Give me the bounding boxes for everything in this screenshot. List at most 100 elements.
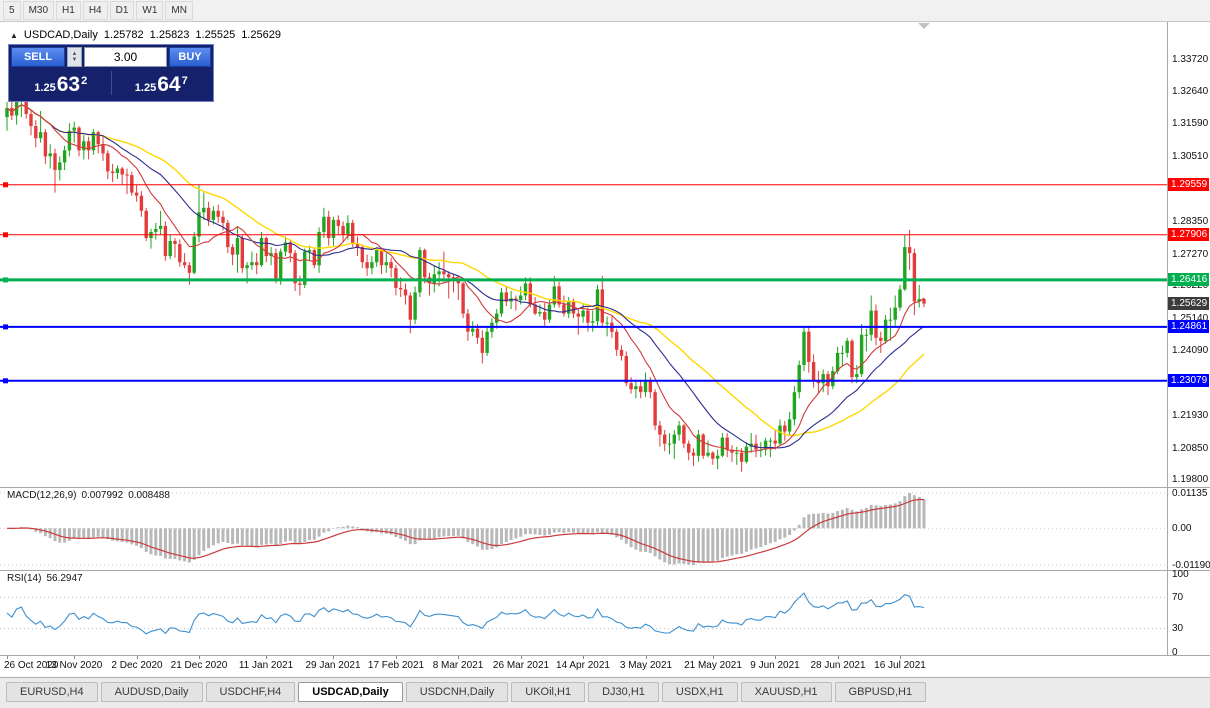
date-tick — [396, 656, 397, 659]
chart-tab-usdx-h1[interactable]: USDX,H1 — [661, 682, 738, 702]
rsi-axis-label: 30 — [1172, 623, 1184, 635]
sell-price-pipette: 2 — [81, 75, 88, 87]
price-axis-label: 1.25140 — [1172, 312, 1209, 324]
macd-axis-label: -0.01190 — [1172, 559, 1210, 571]
chart-tab-xauusd-h1[interactable]: XAUUSD,H1 — [740, 682, 832, 702]
macd-axis-label: 0.00 — [1172, 522, 1192, 534]
sell-button[interactable]: SELL — [11, 47, 65, 67]
timeframe-button-h1[interactable]: H1 — [56, 1, 81, 20]
price-axis-label: 1.27270 — [1172, 248, 1209, 260]
date-axis-label: 14 Apr 2021 — [556, 660, 610, 671]
date-tick — [199, 656, 200, 659]
volume-input[interactable]: 3.00 — [84, 47, 167, 67]
price-divider — [110, 71, 112, 95]
date-tick — [137, 656, 138, 659]
spinner-down-icon[interactable]: ▼ — [71, 57, 78, 63]
date-tick — [266, 656, 267, 659]
price-line-tag: 1.27906 — [1168, 228, 1209, 242]
timeframe-button-m30[interactable]: M30 — [22, 1, 55, 20]
date-axis-label: 21 Dec 2020 — [170, 660, 228, 671]
date-tick — [74, 656, 75, 659]
date-axis-label: 11 Jan 2021 — [238, 660, 294, 671]
chart-tab-gbpusd-h1[interactable]: GBPUSD,H1 — [834, 682, 927, 702]
sell-price-main: 63 — [56, 73, 81, 96]
spinner-up-icon[interactable]: ▲ — [71, 51, 78, 57]
one-click-collapse-icon[interactable]: ▲ — [10, 30, 18, 40]
timeframe-button-w1[interactable]: W1 — [136, 1, 164, 20]
macd-signal-value: 0.008488 — [128, 490, 170, 501]
chart-tab-usdcnh-daily[interactable]: USDCNH,Daily — [405, 682, 509, 702]
chart-ohlc-header: ▲ USDCAD,Daily 1.25782 1.25823 1.25525 1… — [10, 29, 281, 41]
date-axis-label: 26 Oct 2020 — [4, 660, 59, 671]
sell-price-display: 1.25 63 2 — [11, 73, 111, 96]
macd-name: MACD(12,26,9) — [7, 490, 77, 501]
timeframe-button-5[interactable]: 5 — [3, 1, 21, 20]
chart-tab-audusd-daily[interactable]: AUDUSD,Daily — [100, 682, 203, 702]
date-tick — [521, 656, 522, 659]
date-axis-label: 9 Jun 2021 — [750, 660, 800, 671]
rsi-value: 56.2947 — [46, 573, 83, 584]
one-click-trading-panel: SELL ▲ ▼ 3.00 BUY 1.25 63 2 1.25 64 7 — [8, 44, 214, 102]
ohlc-open: 1.25782 — [103, 29, 144, 41]
price-line-tag: 1.29559 — [1168, 178, 1209, 192]
date-axis-label: 8 Mar 2021 — [432, 660, 484, 671]
main-price-chart[interactable] — [0, 22, 1167, 487]
rsi-panel-splitter[interactable] — [0, 570, 1210, 571]
price-line-tag: 1.24861 — [1168, 320, 1209, 334]
date-tick — [458, 656, 459, 659]
date-axis-label: 16 Jul 2021 — [874, 660, 926, 671]
chart-tab-usdchf-h4[interactable]: USDCHF,H4 — [205, 682, 296, 702]
date-tick — [900, 656, 901, 659]
chart-symbol-period: USDCAD,Daily — [23, 29, 98, 41]
buy-price-display: 1.25 64 7 — [112, 73, 212, 96]
chart-tab-eurusd-h4[interactable]: EURUSD,H4 — [6, 682, 98, 702]
volume-spinner[interactable]: ▲ ▼ — [67, 47, 82, 67]
date-axis-label: 28 Jun 2021 — [810, 660, 866, 671]
price-line-tag: 1.26416 — [1168, 273, 1209, 287]
current-price-tag: 1.25629 — [1168, 297, 1209, 311]
buy-button[interactable]: BUY — [169, 47, 211, 67]
date-tick — [583, 656, 584, 659]
date-axis-label: 26 Mar 2021 — [492, 660, 550, 671]
price-axis[interactable]: 1.33720 1.32640 1.31590 1.30510 1.28350 1.272… — [1167, 0, 1210, 708]
macd-panel-splitter[interactable] — [0, 487, 1210, 488]
timeframe-button-mn[interactable]: MN — [165, 1, 193, 20]
chart-tab-dj30-h1[interactable]: DJ30,H1 — [588, 682, 659, 702]
price-axis-label: 1.32640 — [1172, 86, 1209, 98]
date-axis-label: 29 Jan 2021 — [305, 660, 361, 671]
macd-indicator-label: MACD(12,26,9) 0.007992 0.008488 — [7, 490, 170, 501]
ohlc-high: 1.25823 — [149, 29, 190, 41]
ohlc-low: 1.25525 — [195, 29, 236, 41]
ohlc-close: 1.25629 — [241, 29, 281, 41]
macd-panel[interactable] — [0, 488, 1167, 570]
timeframe-button-d1[interactable]: D1 — [109, 1, 135, 20]
date-axis[interactable]: 26 Oct 2020 13 Nov 2020 2 Dec 2020 21 Dec 2… — [0, 656, 1167, 677]
price-axis-label: 1.19800 — [1172, 474, 1209, 486]
chart-tab-bar: EURUSD,H4 AUDUSD,Daily USDCHF,H4 USDCAD,Dai… — [0, 677, 1210, 708]
date-tick — [838, 656, 839, 659]
price-axis-label: 1.28350 — [1172, 215, 1209, 227]
price-axis-border — [1167, 22, 1168, 656]
price-axis-label: 1.30510 — [1172, 150, 1209, 162]
rsi-panel[interactable] — [0, 571, 1167, 655]
price-axis-label: 1.21930 — [1172, 410, 1209, 421]
rsi-axis-label: 70 — [1172, 591, 1184, 603]
date-axis-label: 2 Dec 2020 — [111, 660, 163, 671]
chart-tab-usdcad-daily[interactable]: USDCAD,Daily — [298, 682, 403, 702]
macd-main-value: 0.007992 — [81, 490, 124, 501]
date-tick — [713, 656, 714, 659]
date-tick — [775, 656, 776, 659]
timeframe-button-h4[interactable]: H4 — [82, 1, 108, 20]
price-axis-label: 1.33720 — [1172, 53, 1209, 65]
price-line-tag: 1.23079 — [1168, 374, 1209, 388]
sell-price-prefix: 1.25 — [34, 82, 56, 94]
date-tick — [7, 656, 8, 659]
macd-axis-label: 0.01135 — [1172, 487, 1208, 499]
date-tick — [333, 656, 334, 659]
date-axis-label: 3 May 2021 — [619, 660, 673, 671]
price-axis-label: 1.31590 — [1172, 117, 1209, 129]
chart-tab-ukoil-h1[interactable]: UKOil,H1 — [511, 682, 586, 702]
rsi-name: RSI(14) — [7, 573, 42, 584]
buy-price-main: 64 — [157, 73, 181, 96]
